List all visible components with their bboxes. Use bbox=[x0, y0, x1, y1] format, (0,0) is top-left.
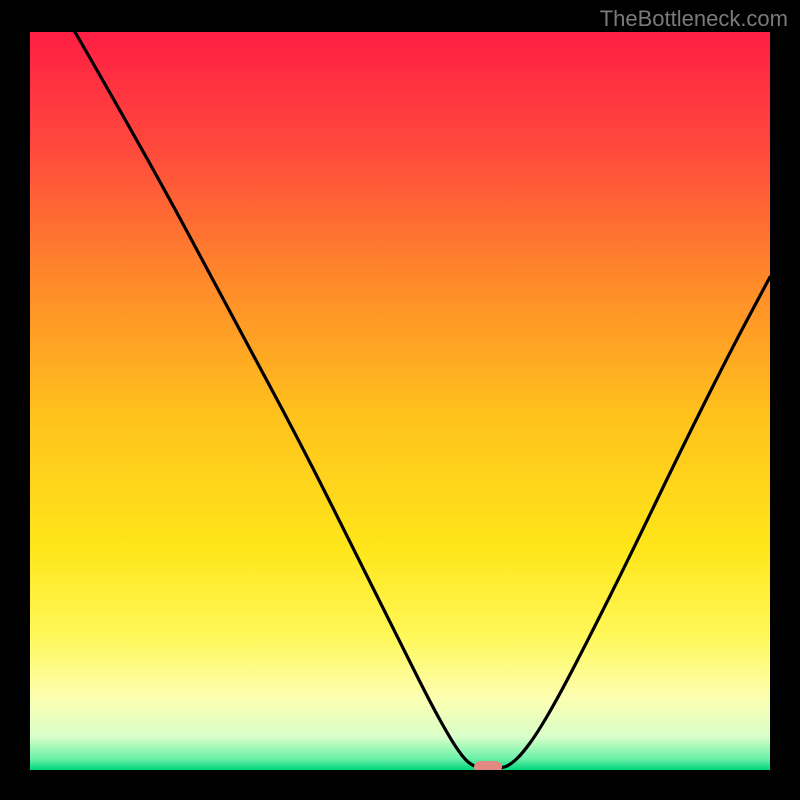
border-bottom bbox=[0, 770, 800, 800]
border-right bbox=[770, 0, 800, 800]
plot-area bbox=[30, 32, 770, 770]
optimum-marker bbox=[474, 761, 502, 771]
watermark-text: TheBottleneck.com bbox=[600, 6, 788, 32]
curve-path bbox=[75, 32, 770, 769]
bottleneck-curve bbox=[30, 32, 770, 770]
border-left bbox=[0, 0, 30, 800]
chart-frame: TheBottleneck.com bbox=[0, 0, 800, 800]
